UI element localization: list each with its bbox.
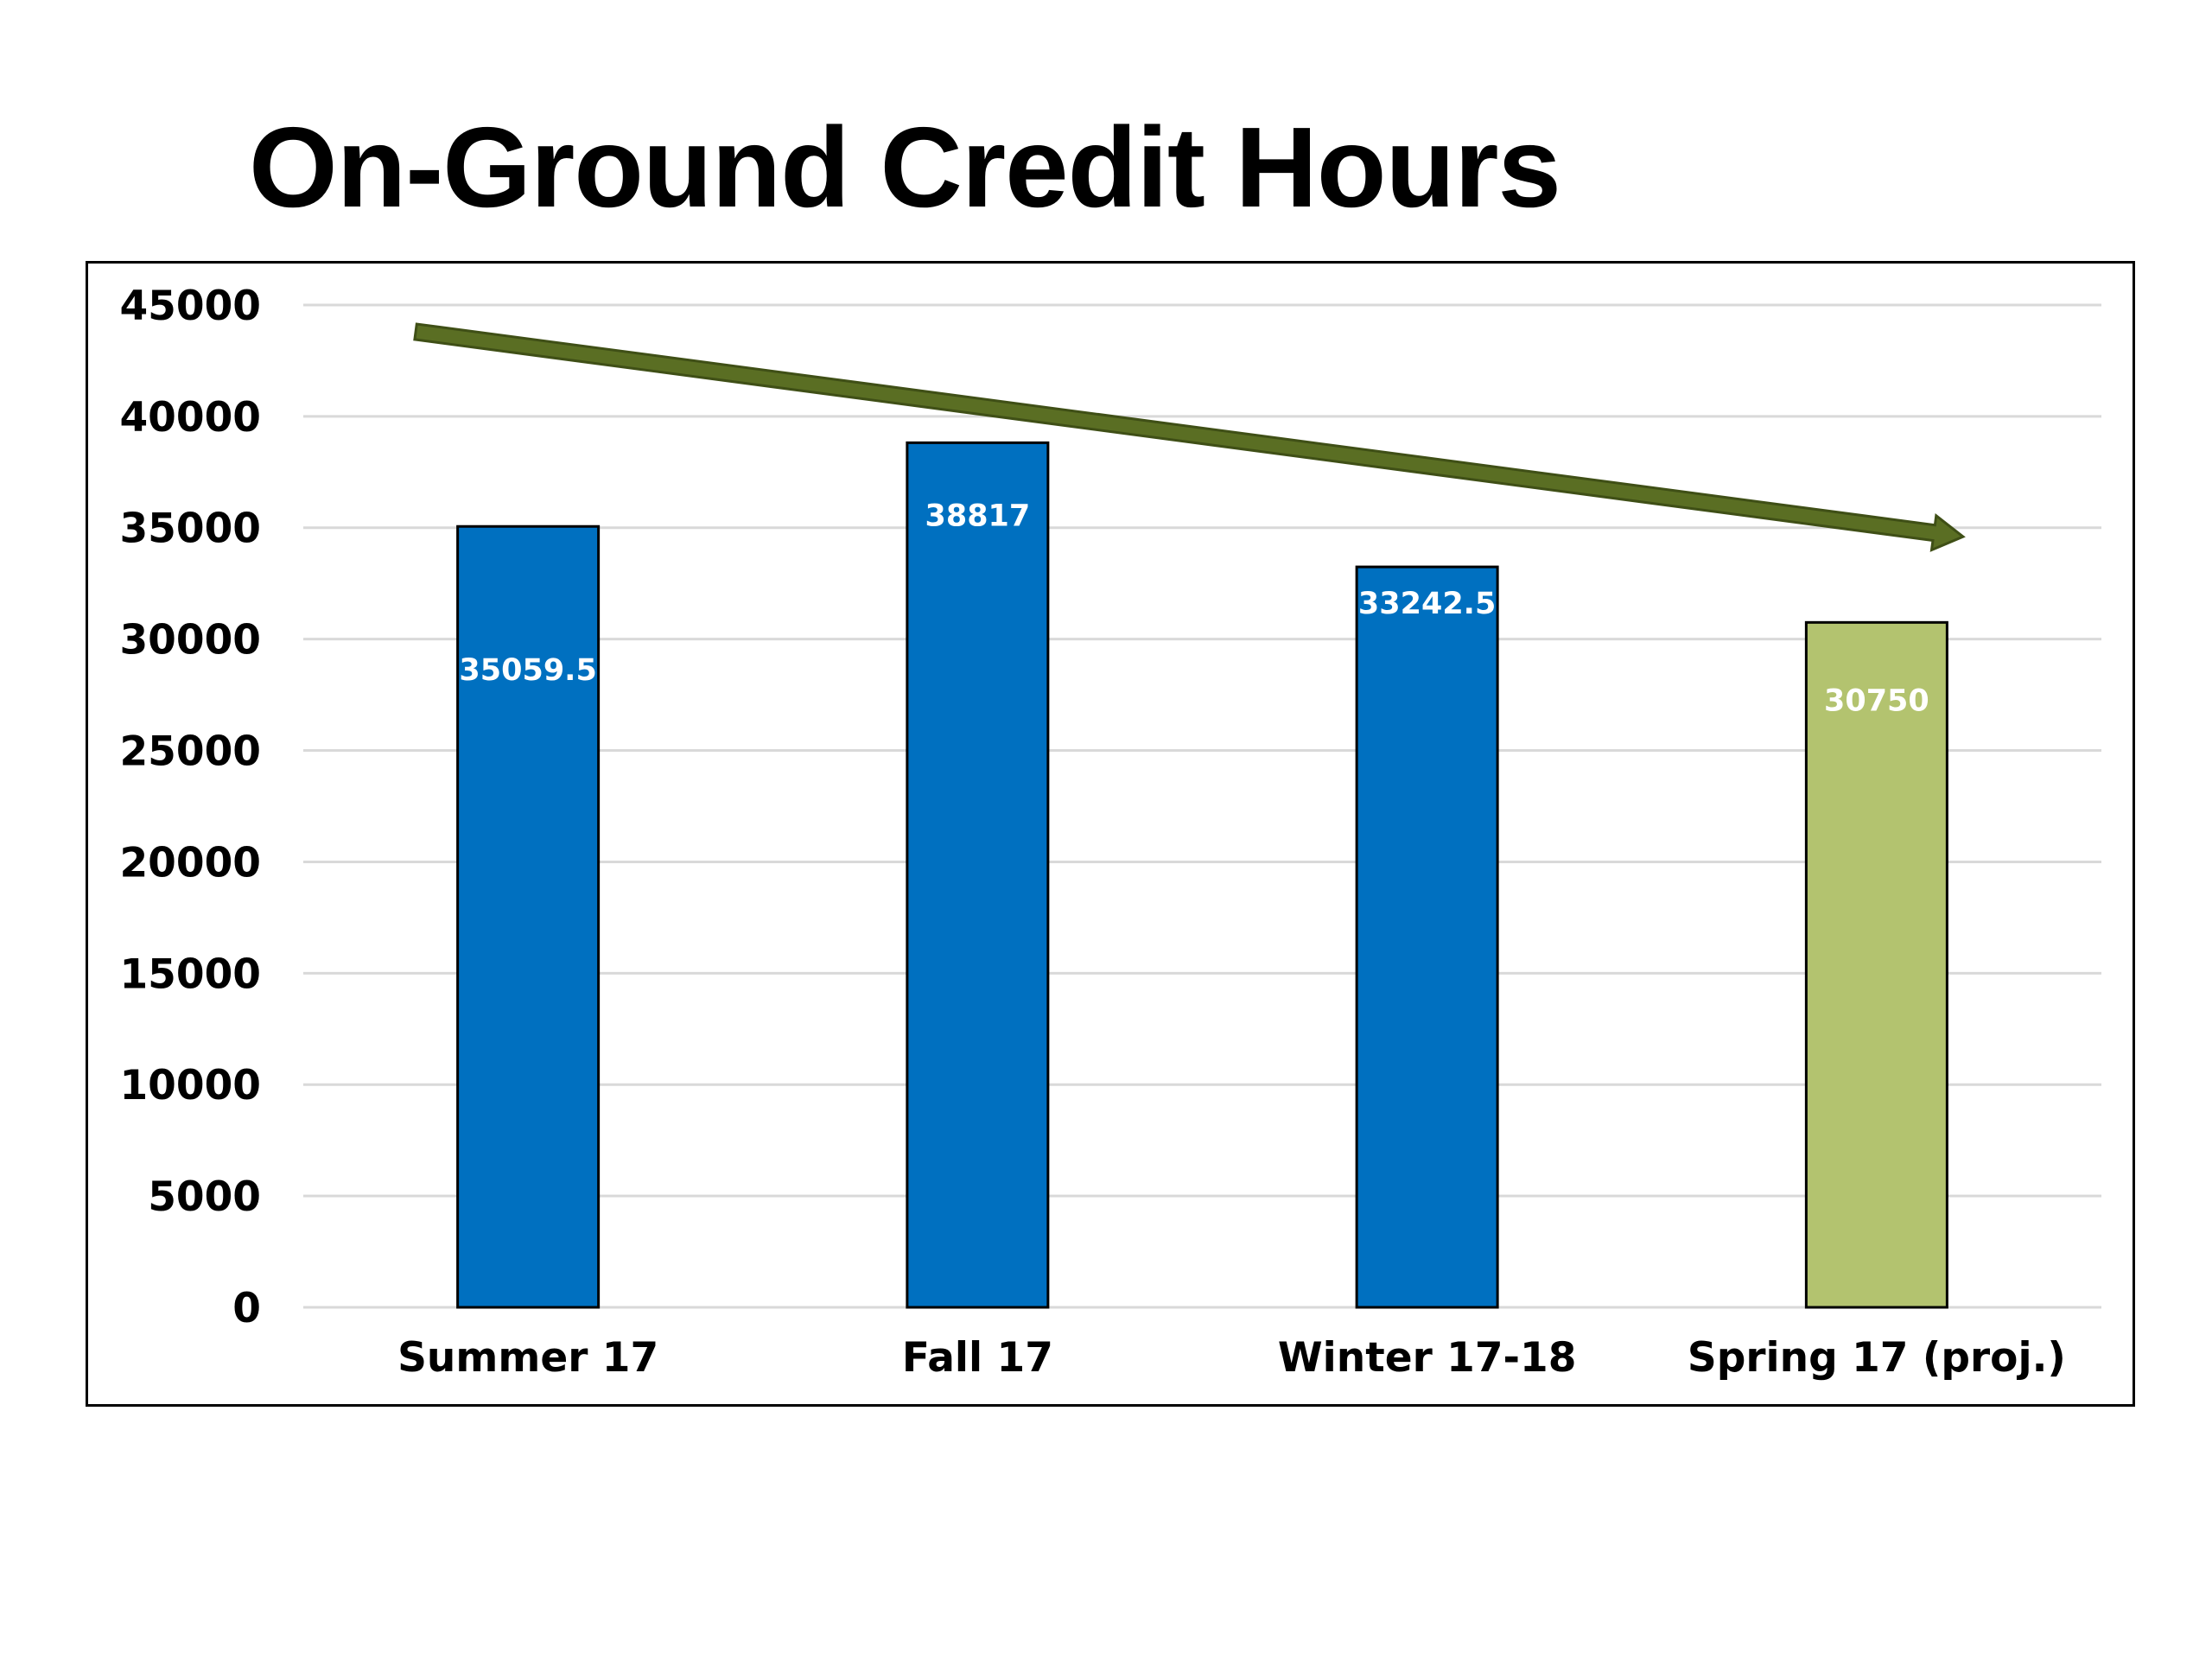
y-tick-label: 15000 xyxy=(119,950,261,998)
data-labels: 35059.5 38817 33242.5 30750 xyxy=(459,499,1929,718)
chart-frame: 35059.5 38817 33242.5 30750 0 5000 10000 15000… xyxy=(86,261,2135,1407)
y-tick-label: 5000 xyxy=(148,1173,261,1221)
y-tick-label: 10000 xyxy=(119,1062,261,1109)
gridlines xyxy=(303,303,2101,1309)
y-tick-label: 0 xyxy=(232,1285,261,1332)
x-tick-label-1: Fall 17 xyxy=(902,1334,1053,1382)
trend-arrow-icon xyxy=(413,322,1966,552)
bar-1 xyxy=(906,441,1050,1309)
trend-arrow xyxy=(413,322,1966,552)
data-label-0: 35059.5 xyxy=(459,653,596,688)
bars xyxy=(456,441,1948,1309)
y-tick-label: 35000 xyxy=(119,505,261,553)
data-label-3: 30750 xyxy=(1824,683,1929,718)
x-tick-label-2: Winter 17-18 xyxy=(1278,1334,1577,1382)
y-tick-label: 20000 xyxy=(119,839,261,887)
bar-0 xyxy=(456,524,601,1309)
y-axis-ticks: 0 5000 10000 15000 20000 25000 30000 35000 40000… xyxy=(119,283,261,1332)
bar-3 xyxy=(1804,620,1948,1309)
y-tick-label: 45000 xyxy=(119,283,261,330)
y-tick-label: 30000 xyxy=(119,617,261,664)
x-tick-label-0: Summer 17 xyxy=(397,1334,658,1382)
x-tick-label-3: Spring 17 (proj.) xyxy=(1688,1334,2066,1382)
y-tick-label: 25000 xyxy=(119,728,261,775)
chart-title: On-Ground Credit Hours xyxy=(249,104,1561,231)
data-label-1: 38817 xyxy=(925,499,1030,533)
y-tick-label: 40000 xyxy=(119,394,261,442)
data-label-2: 33242.5 xyxy=(1358,587,1496,621)
bar-chart: 35059.5 38817 33242.5 30750 0 5000 10000 15000… xyxy=(119,283,2101,1382)
bar-2 xyxy=(1355,565,1499,1309)
x-axis-ticks: Summer 17 Fall 17 Winter 17-18 Spring 17 (p… xyxy=(397,1334,2066,1382)
